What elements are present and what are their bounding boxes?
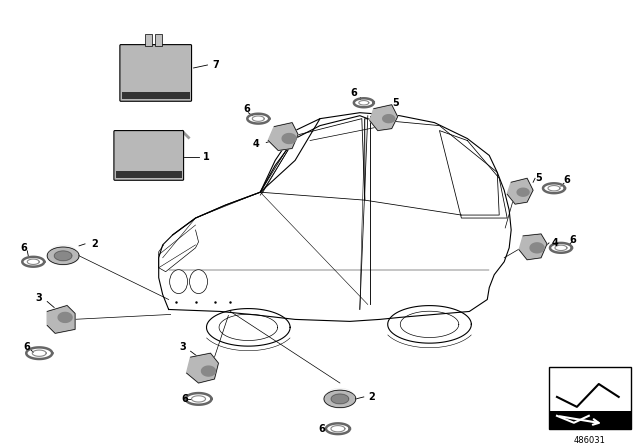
Polygon shape bbox=[383, 115, 395, 123]
Polygon shape bbox=[54, 251, 72, 261]
Polygon shape bbox=[47, 247, 79, 264]
Polygon shape bbox=[324, 390, 356, 408]
Polygon shape bbox=[58, 312, 72, 323]
Text: 2: 2 bbox=[92, 239, 99, 249]
Polygon shape bbox=[47, 306, 75, 333]
Bar bbox=[116, 171, 182, 178]
Text: 6: 6 bbox=[20, 243, 27, 253]
Text: 6: 6 bbox=[564, 175, 570, 185]
Bar bbox=[145, 34, 152, 46]
FancyBboxPatch shape bbox=[120, 45, 191, 101]
Ellipse shape bbox=[189, 270, 207, 293]
Text: 5: 5 bbox=[536, 173, 543, 183]
Polygon shape bbox=[507, 178, 533, 204]
Text: 2: 2 bbox=[369, 392, 375, 402]
Text: 6: 6 bbox=[570, 235, 576, 245]
Bar bbox=[122, 92, 189, 99]
Text: 6: 6 bbox=[181, 394, 188, 404]
Polygon shape bbox=[202, 366, 216, 376]
Bar bbox=[549, 411, 630, 429]
Text: 4: 4 bbox=[552, 238, 558, 248]
Text: 3: 3 bbox=[36, 293, 43, 302]
Bar bbox=[155, 34, 162, 46]
Polygon shape bbox=[187, 353, 218, 383]
Polygon shape bbox=[282, 134, 296, 143]
Text: 486031: 486031 bbox=[574, 436, 606, 445]
Text: 6: 6 bbox=[23, 342, 29, 352]
Polygon shape bbox=[268, 123, 298, 151]
Text: 6: 6 bbox=[319, 424, 325, 434]
Bar bbox=[549, 367, 630, 429]
Text: 3: 3 bbox=[179, 342, 186, 352]
Text: 6: 6 bbox=[243, 104, 250, 114]
Text: 7: 7 bbox=[212, 60, 219, 70]
Polygon shape bbox=[331, 394, 349, 404]
Polygon shape bbox=[517, 188, 529, 196]
Text: 6: 6 bbox=[351, 88, 357, 98]
Text: 1: 1 bbox=[203, 152, 210, 163]
Text: 4: 4 bbox=[253, 139, 260, 150]
Polygon shape bbox=[530, 243, 544, 253]
Polygon shape bbox=[519, 234, 547, 260]
Text: 5: 5 bbox=[392, 98, 399, 108]
Polygon shape bbox=[370, 105, 397, 130]
FancyBboxPatch shape bbox=[114, 130, 184, 180]
Ellipse shape bbox=[170, 270, 188, 293]
